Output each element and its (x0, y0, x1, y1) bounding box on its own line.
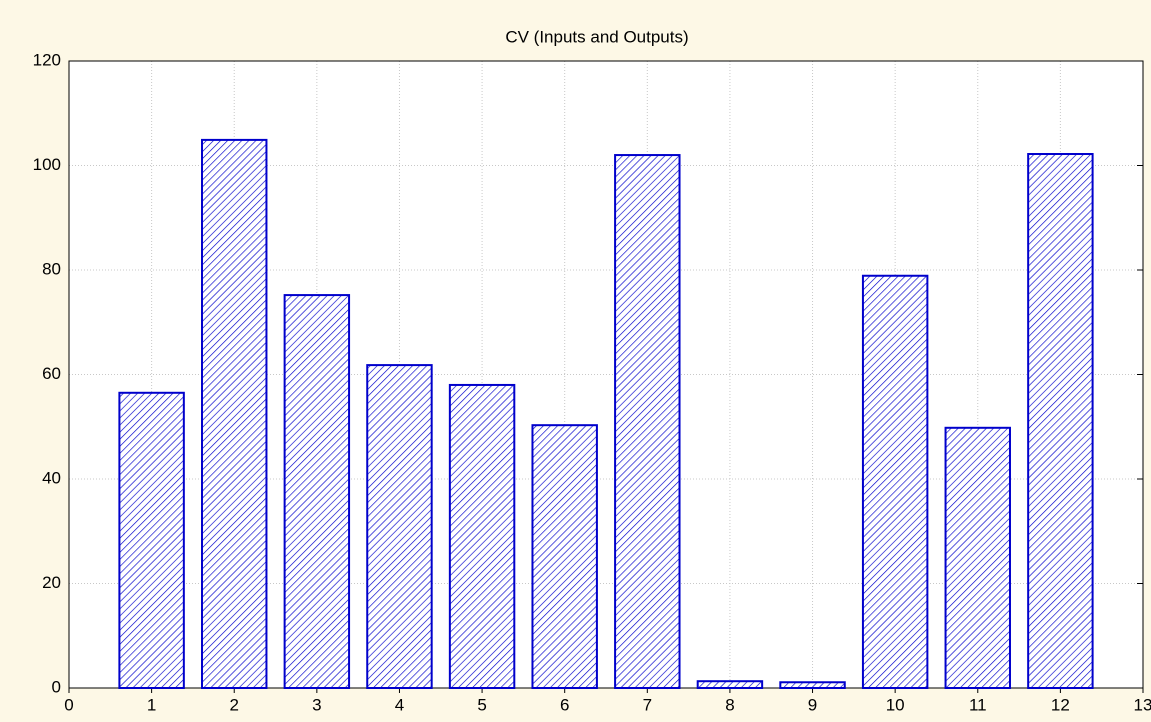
y-tick-label: 0 (52, 677, 61, 696)
x-tick-label: 2 (229, 695, 238, 714)
bar (531, 424, 598, 689)
x-tick-label: 3 (312, 695, 321, 714)
bar (118, 391, 185, 689)
bar (1027, 153, 1094, 689)
chart-title: CV (Inputs and Outputs) (505, 27, 688, 46)
bar (696, 680, 764, 690)
bar (283, 294, 351, 689)
x-tick-label: 6 (560, 695, 569, 714)
y-tick-label: 80 (42, 259, 61, 278)
y-tick-label: 60 (42, 364, 61, 383)
bar (861, 274, 929, 689)
x-tick-label: 0 (64, 695, 73, 714)
y-tick-label: 120 (33, 50, 61, 69)
x-tick-label: 12 (1051, 695, 1070, 714)
y-tick-label: 40 (42, 468, 61, 487)
x-tick-label: 13 (1134, 695, 1151, 714)
x-tick-label: 9 (808, 695, 817, 714)
bar (614, 154, 681, 690)
x-tick-label: 1 (147, 695, 156, 714)
bar (201, 138, 268, 689)
bar (448, 383, 516, 689)
y-tick-label: 20 (42, 573, 61, 592)
bar (779, 681, 846, 690)
bar (366, 364, 433, 689)
x-tick-label: 7 (643, 695, 652, 714)
x-tick-label: 8 (725, 695, 734, 714)
x-tick-label: 5 (477, 695, 486, 714)
x-tick-label: 4 (395, 695, 404, 714)
plot-frame (68, 60, 1144, 689)
bar (944, 426, 1011, 689)
x-tick-label: 10 (886, 695, 905, 714)
x-tick-label: 11 (969, 695, 987, 714)
y-tick-label: 100 (33, 155, 61, 174)
